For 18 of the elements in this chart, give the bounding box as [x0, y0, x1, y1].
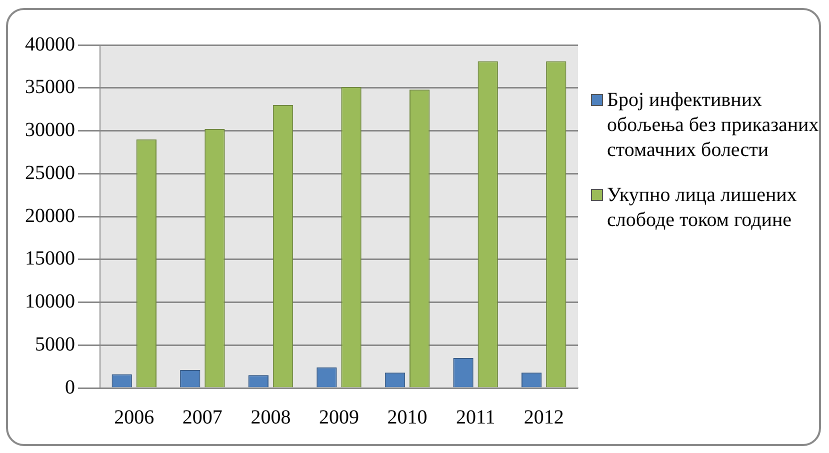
y-tick-label: 15000: [25, 248, 75, 270]
y-tick-label: 40000: [25, 33, 75, 56]
x-tick-label: 2011: [456, 406, 496, 428]
y-tick-label: 35000: [25, 76, 75, 98]
y-tick-label: 25000: [25, 162, 75, 184]
y-tick-label: 5000: [35, 333, 75, 356]
legend-label: Укупно лица лишених слободе током године: [607, 183, 798, 233]
x-tick-label: 2008: [250, 406, 291, 428]
x-tick-label: 2006: [114, 406, 154, 428]
x-tick-label: 2007: [182, 406, 222, 428]
x-tick-label: 2010: [387, 406, 428, 428]
x-tick-label: 2012: [524, 406, 564, 428]
x-tick-label: 2009: [319, 406, 359, 428]
y-tick-label: 30000: [25, 119, 75, 141]
y-tick-label: 0: [65, 376, 75, 398]
y-tick-label: 20000: [25, 204, 75, 227]
y-tick-label: 10000: [25, 290, 75, 312]
legend-label: Број инфективних обољења без приказаних стомачних болести: [607, 88, 820, 163]
